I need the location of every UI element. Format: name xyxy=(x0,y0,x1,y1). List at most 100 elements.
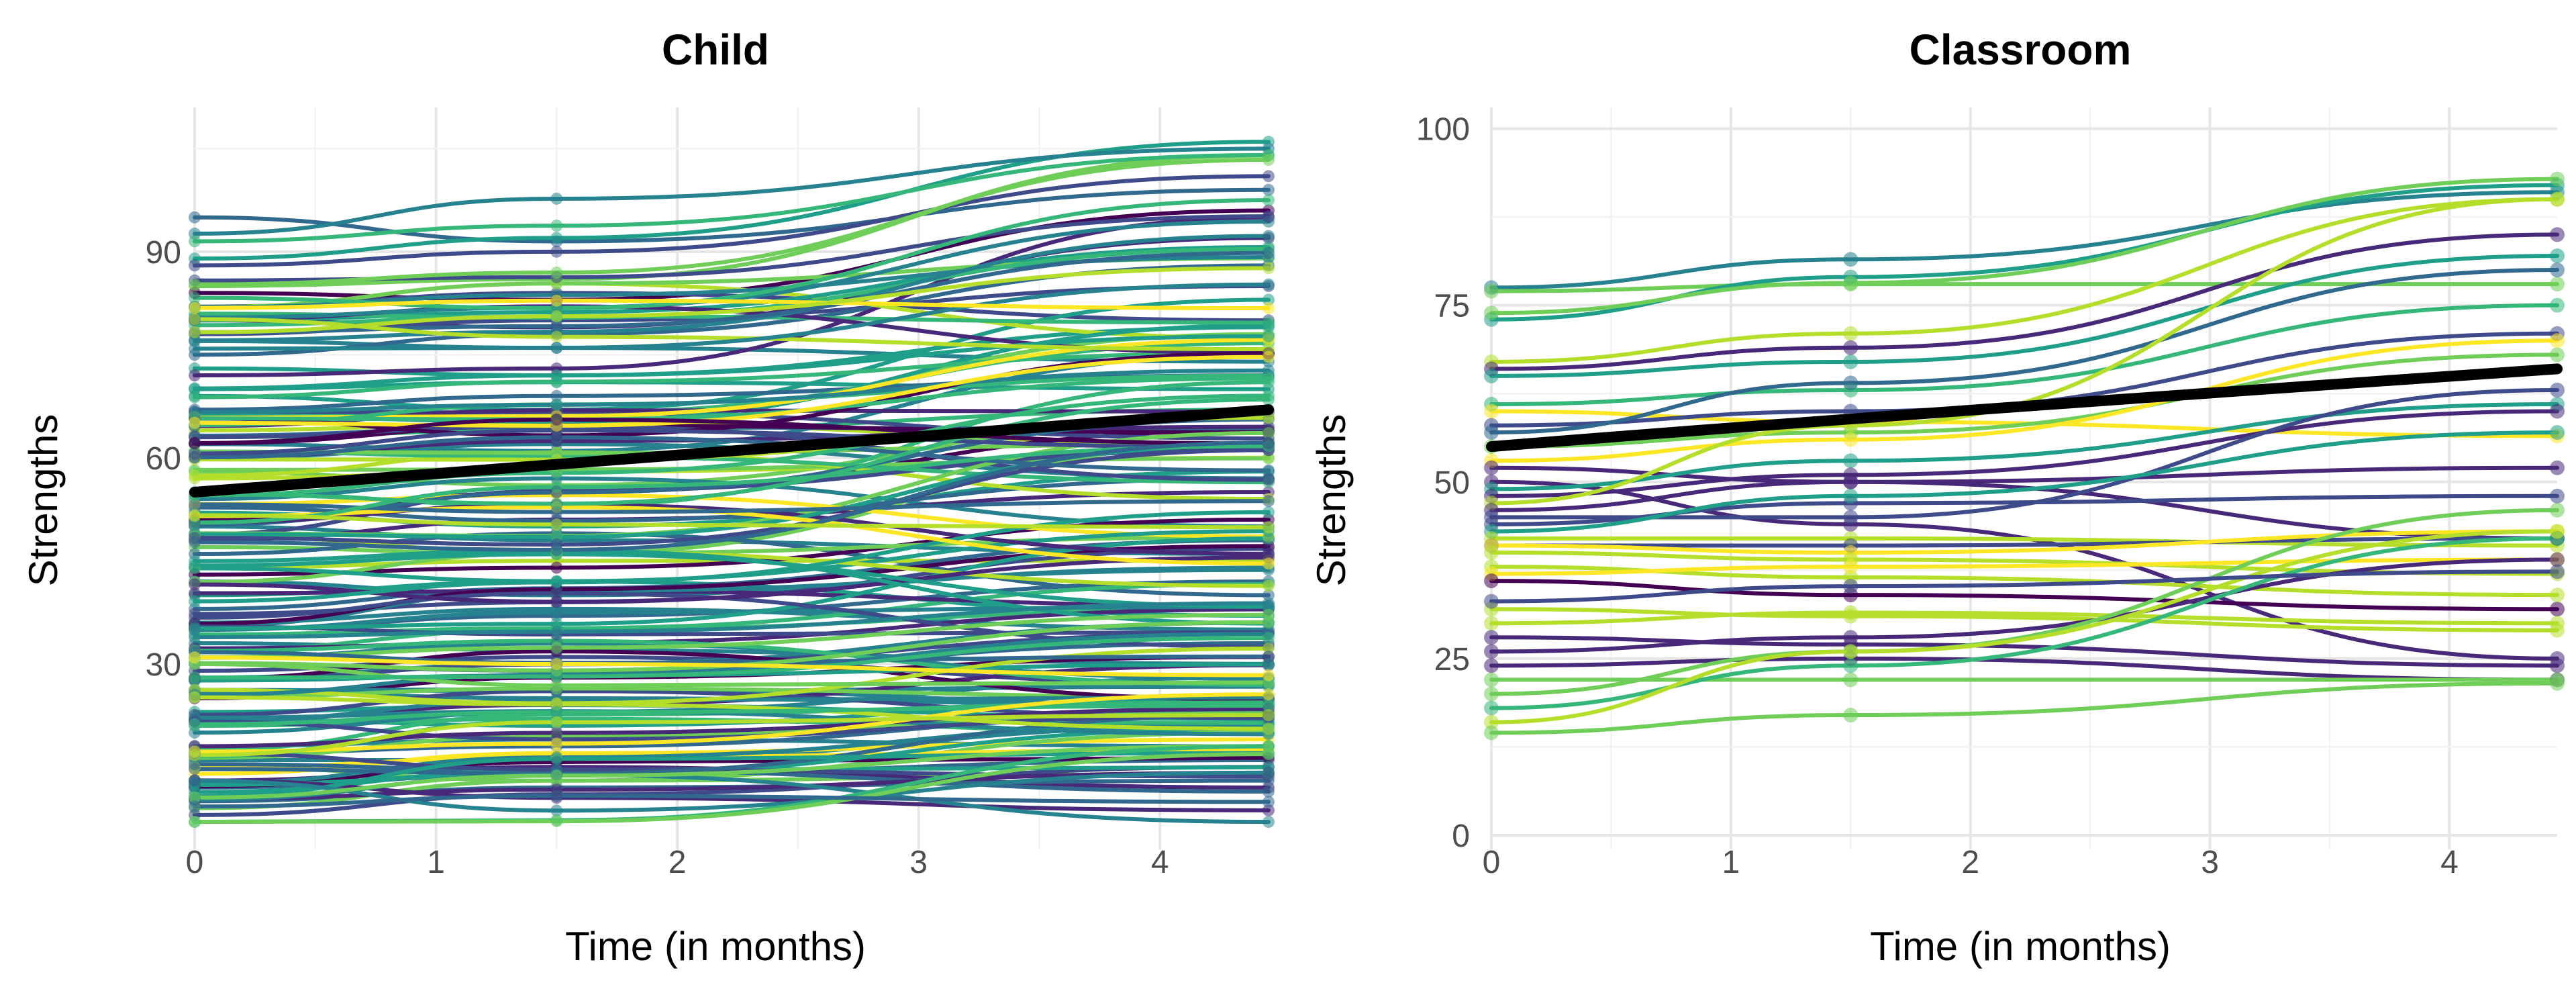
observation-point xyxy=(1843,672,1859,688)
observation-point xyxy=(1484,425,1499,440)
observation-point xyxy=(550,726,563,739)
observation-point xyxy=(189,536,201,549)
observation-point xyxy=(1484,616,1499,631)
observation-point xyxy=(189,291,201,304)
trajectory-line xyxy=(193,655,1271,677)
trajectory-line xyxy=(1489,493,2559,526)
observation-point xyxy=(2550,333,2565,348)
trajectory-line xyxy=(193,440,1271,552)
observation-point xyxy=(1262,262,1275,275)
observation-point xyxy=(1484,686,1499,702)
y-tick-label: 100 xyxy=(1416,112,1470,148)
y-tick-label: 30 xyxy=(146,647,181,683)
observation-point xyxy=(1262,785,1275,798)
observation-point xyxy=(2550,227,2565,242)
trajectory-line xyxy=(193,393,1271,498)
x-tick-label: 0 xyxy=(1483,845,1501,880)
trajectory-line xyxy=(1489,197,2559,364)
classroom-x-axis-title: Time (in months) xyxy=(1870,924,2171,969)
trajectory-line xyxy=(193,706,1271,749)
observation-point xyxy=(1262,316,1275,329)
observation-point xyxy=(1262,426,1275,439)
observation-point xyxy=(1262,246,1275,259)
observation-point xyxy=(1484,283,1499,299)
observation-point xyxy=(550,398,563,411)
trajectory-line xyxy=(1489,536,2559,710)
observation-point xyxy=(1484,672,1499,688)
observation-point xyxy=(189,326,201,338)
observation-point xyxy=(1484,700,1499,716)
observation-point xyxy=(1262,506,1275,518)
trajectory-line xyxy=(193,606,1271,632)
trajectory-line xyxy=(1489,177,2559,316)
observation-point xyxy=(189,416,201,429)
x-tick-label: 2 xyxy=(1961,845,1979,880)
x-tick-label: 1 xyxy=(1722,845,1740,880)
observation-point xyxy=(1262,436,1275,449)
x-tick-label: 4 xyxy=(2440,845,2459,880)
trajectory-line xyxy=(193,794,1271,809)
observation-point xyxy=(189,498,201,511)
trajectory-line xyxy=(193,636,1271,680)
observation-point xyxy=(189,595,201,608)
trajectory-line xyxy=(193,581,1271,637)
trajectory-line xyxy=(193,552,1271,608)
observation-point xyxy=(2550,460,2565,475)
observation-point xyxy=(550,587,563,600)
observation-point xyxy=(550,498,563,510)
observation-point xyxy=(1484,368,1499,383)
trajectory-line xyxy=(193,334,1271,391)
observation-point xyxy=(1484,644,1499,659)
observation-point xyxy=(1262,650,1275,663)
observation-point xyxy=(550,369,563,382)
trajectory-line xyxy=(193,713,1271,757)
trajectory-line xyxy=(1489,607,2559,632)
observation-point xyxy=(2550,347,2565,363)
observation-point xyxy=(550,576,563,589)
observation-point xyxy=(189,791,201,804)
x-tick-label: 1 xyxy=(427,845,445,880)
observation-point xyxy=(550,543,563,556)
observation-point xyxy=(550,804,563,817)
observation-point xyxy=(550,232,563,244)
observation-point xyxy=(1843,375,1859,391)
trajectory-line xyxy=(1489,430,2559,534)
trajectory-line xyxy=(193,266,1271,334)
observation-point xyxy=(1484,306,1499,321)
trajectory-line xyxy=(193,662,1271,688)
observation-point xyxy=(2550,552,2565,567)
observation-point xyxy=(550,769,563,782)
observation-point xyxy=(1262,688,1275,701)
trajectory-line xyxy=(1489,610,2559,626)
trajectory-line xyxy=(1489,190,2559,290)
observation-point xyxy=(1262,804,1275,816)
observation-point xyxy=(2550,277,2565,292)
observation-point xyxy=(2550,263,2565,278)
observation-point xyxy=(1262,278,1275,291)
trajectory-line xyxy=(1489,352,2559,449)
x-tick-label: 3 xyxy=(2201,845,2219,880)
trajectory-line xyxy=(1489,681,2559,735)
observation-point xyxy=(1843,579,1859,594)
trajectory-line xyxy=(193,417,1271,446)
observation-point xyxy=(550,561,563,574)
observation-point xyxy=(2550,658,2565,673)
observation-point xyxy=(1843,432,1859,447)
observation-point xyxy=(550,790,563,802)
observation-point xyxy=(189,749,201,761)
mean-trajectory-line xyxy=(1486,363,2563,453)
observation-point xyxy=(189,726,201,739)
observation-point xyxy=(2550,602,2565,617)
observation-point xyxy=(189,555,201,567)
observation-point xyxy=(189,611,201,624)
observation-point xyxy=(1484,460,1499,475)
observation-point xyxy=(189,718,201,731)
trajectory-line xyxy=(1489,254,2559,378)
observation-point xyxy=(1262,616,1275,628)
observation-point xyxy=(189,391,201,404)
x-tick-label: 3 xyxy=(909,845,928,880)
trajectory-line xyxy=(1489,551,2559,576)
observation-point xyxy=(1262,464,1275,477)
observation-point xyxy=(1843,275,1859,291)
trajectory-line xyxy=(193,174,1271,268)
